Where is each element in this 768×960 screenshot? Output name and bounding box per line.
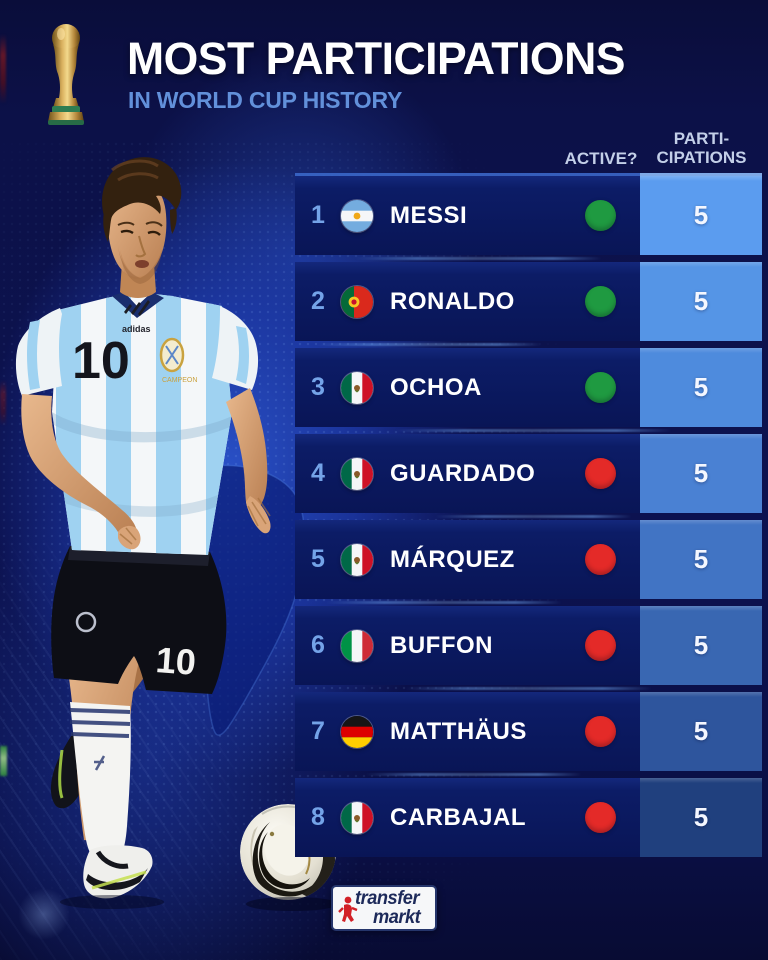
page-title: MOST PARTICIPATIONS	[127, 33, 625, 84]
participations-table: 1 MESSI 5 2 RONALDO 5 3	[295, 173, 762, 864]
participations-value: 5	[693, 630, 709, 660]
active-status-dot-red	[585, 630, 616, 661]
mexico-flag-icon	[341, 457, 373, 490]
player-name: MÁRQUEZ	[390, 545, 515, 573]
transfermarkt-logo: transfer markt	[331, 885, 437, 931]
svg-text:CAMPEON: CAMPEON	[162, 377, 197, 384]
participations-value: 5	[693, 716, 709, 746]
participations-value: 5	[693, 458, 709, 488]
table-row: 6 BUFFON 5	[295, 606, 762, 685]
player-name: OCHOA	[390, 373, 482, 401]
svg-text:10: 10	[154, 639, 197, 683]
participations-cell: 5	[640, 262, 762, 341]
rank-label: 6	[311, 631, 325, 659]
participations-cell: 5	[640, 778, 762, 857]
argentina-flag-icon	[341, 199, 373, 232]
player-name: MATTHÄUS	[390, 717, 527, 745]
table-row: 7 MATTHÄUS 5	[295, 692, 762, 771]
table-row: 1 MESSI 5	[295, 176, 762, 255]
italy-flag-icon	[341, 629, 373, 662]
table-row: 4 GUARDADO 5	[295, 434, 762, 513]
world-cup-trophy-icon	[42, 22, 90, 131]
participations-cell: 5	[640, 176, 762, 255]
table-row: 5 MÁRQUEZ 5	[295, 520, 762, 599]
participations-value: 5	[693, 372, 709, 402]
player-name: RONALDO	[390, 287, 515, 315]
active-status-dot-red	[585, 716, 616, 747]
page-subtitle: IN WORLD CUP HISTORY	[128, 87, 403, 113]
rank-label: 4	[311, 459, 325, 487]
rank-label: 5	[311, 545, 325, 573]
participations-value: 5	[693, 802, 709, 832]
messi-photo-illustration: 10 10 adidas CAMPEON	[15, 157, 338, 911]
mexico-flag-icon	[341, 543, 373, 576]
table-row: 2 RONALDO 5	[295, 262, 762, 341]
participations-value: 5	[693, 286, 709, 316]
portugal-flag-icon	[341, 285, 373, 318]
active-status-dot-red	[585, 544, 616, 575]
logo-text-transfer: transfer	[355, 888, 420, 909]
active-status-dot-green	[585, 372, 616, 403]
rank-label: 8	[311, 803, 325, 831]
participations-cell: 5	[640, 606, 762, 685]
participations-cell: 5	[640, 348, 762, 427]
column-header-participations: PARTI- CIPATIONS	[656, 129, 747, 167]
active-status-dot-red	[585, 458, 616, 489]
svg-text:adidas: adidas	[122, 324, 151, 334]
rank-label: 3	[311, 373, 325, 401]
glitch-artifact	[0, 34, 6, 104]
germany-flag-icon	[341, 715, 373, 748]
participations-cell: 5	[640, 434, 762, 513]
participations-cell: 5	[640, 692, 762, 771]
logo-text-markt: markt	[373, 907, 421, 928]
player-name: GUARDADO	[390, 459, 536, 487]
active-status-dot-green	[585, 200, 616, 231]
svg-text:10: 10	[72, 332, 130, 390]
participations-cell: 5	[640, 520, 762, 599]
rank-label: 2	[311, 287, 325, 315]
player-name: CARBAJAL	[390, 803, 526, 831]
player-name: MESSI	[390, 201, 468, 229]
participations-value: 5	[693, 544, 709, 574]
mexico-flag-icon	[341, 371, 373, 404]
mexico-flag-icon	[341, 801, 373, 834]
player-name: BUFFON	[390, 631, 493, 659]
rank-label: 1	[311, 201, 325, 229]
table-row: 8 CARBAJAL 5	[295, 778, 762, 857]
active-status-dot-green	[585, 286, 616, 317]
table-row: 3 OCHOA 5	[295, 348, 762, 427]
active-status-dot-red	[585, 802, 616, 833]
rank-label: 7	[311, 717, 325, 745]
participations-value: 5	[693, 200, 709, 230]
